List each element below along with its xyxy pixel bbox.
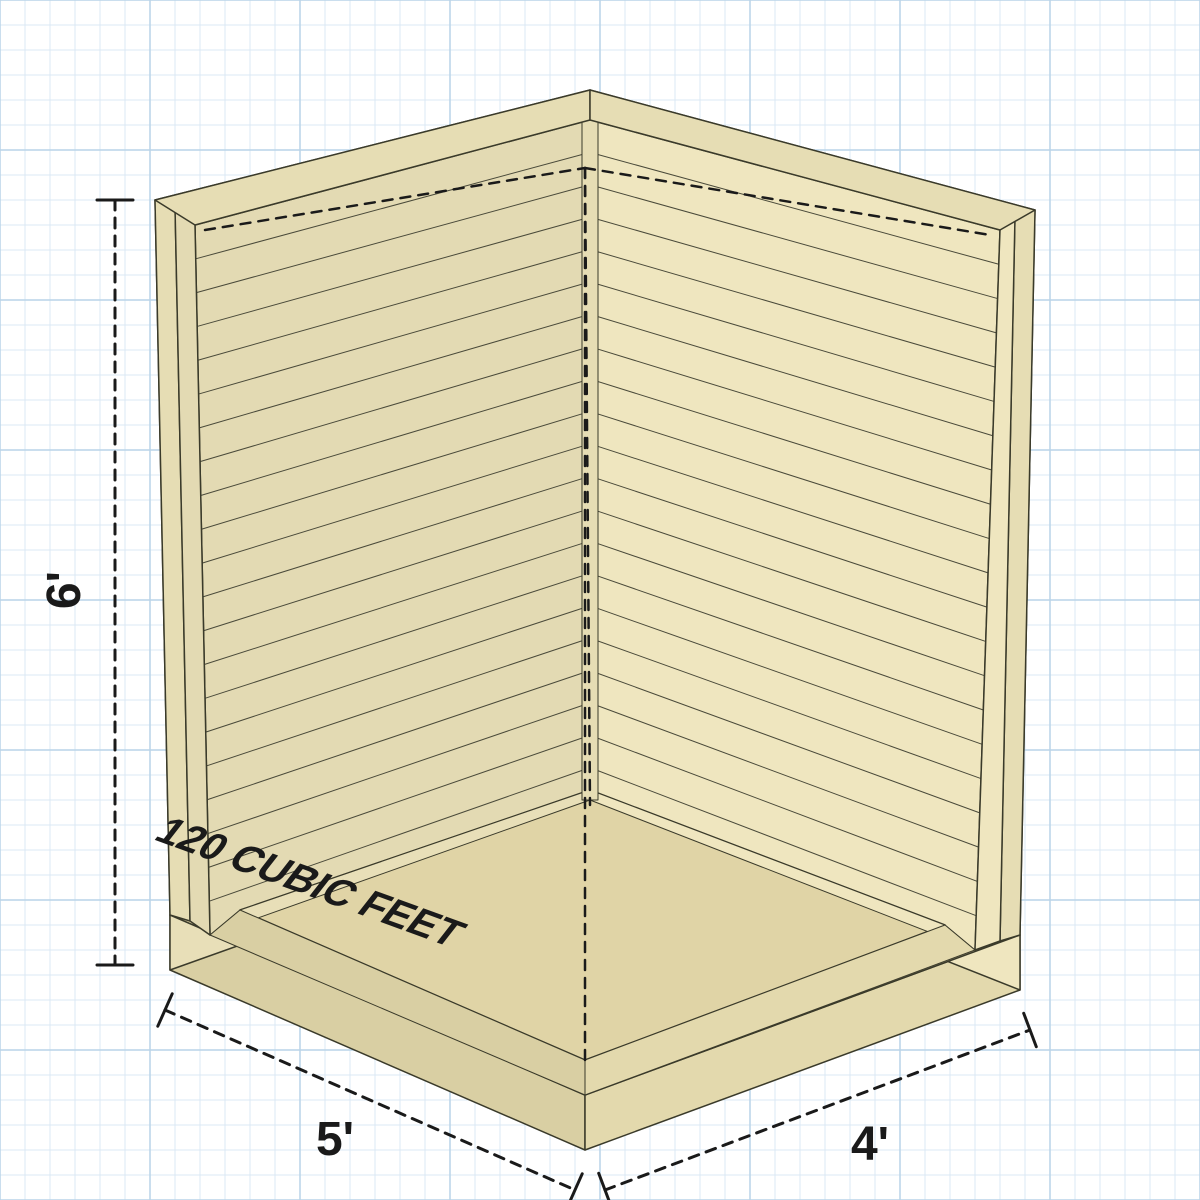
container-box <box>155 90 1035 1150</box>
dimension-width-label: 4' <box>851 1118 889 1171</box>
dimension-depth-label: 5' <box>316 1113 354 1166</box>
dimension-height-label: 6' <box>38 571 91 609</box>
